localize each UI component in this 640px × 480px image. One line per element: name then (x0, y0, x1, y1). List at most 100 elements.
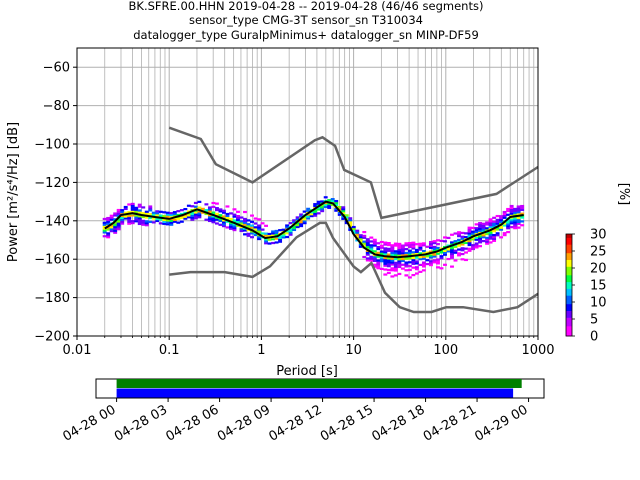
histogram-cell (341, 217, 346, 220)
histogram-cell (218, 210, 223, 213)
histogram-cell (351, 227, 356, 231)
histogram-cell (229, 212, 233, 215)
histogram-cell (137, 209, 142, 212)
histogram-cell (158, 214, 163, 217)
histogram-cell (197, 216, 202, 219)
histogram-cell (509, 212, 514, 215)
histogram-cell (113, 231, 118, 234)
histogram-cell (197, 214, 202, 217)
histogram-cell (179, 212, 184, 216)
x-axis-label: Period [s] (276, 364, 338, 379)
histogram-cell (376, 259, 381, 262)
histogram-cell (499, 217, 504, 220)
histogram-cell (376, 267, 381, 270)
histogram-cell (193, 217, 198, 220)
histogram-cell (106, 226, 111, 229)
histogram-cell (292, 219, 297, 222)
histogram-cell (471, 230, 475, 233)
histogram-cell (432, 261, 437, 264)
histogram-cell (365, 242, 370, 245)
histogram-cell (390, 251, 395, 255)
histogram-cell (225, 226, 230, 229)
histogram-cell (478, 231, 483, 234)
histogram-cell (348, 221, 353, 224)
histogram-cell (432, 249, 437, 252)
histogram-cell (120, 210, 125, 214)
histogram-cell (460, 252, 465, 256)
histogram-cell (397, 250, 402, 253)
histogram-cell (137, 219, 142, 222)
histogram-cell (400, 248, 405, 251)
histogram-cell (499, 226, 504, 229)
histogram-cell (450, 254, 454, 257)
histogram-cell (316, 202, 321, 205)
histogram-cell (432, 247, 437, 250)
histogram-cell (488, 231, 493, 234)
histogram-cell (464, 232, 468, 235)
histogram-cell (116, 220, 121, 223)
histogram-cell (172, 211, 177, 214)
colorbar-segment (566, 257, 572, 260)
histogram-cell (130, 208, 135, 211)
histogram-cell (120, 214, 125, 218)
histogram-cell (292, 226, 297, 230)
histogram-cell (513, 225, 518, 228)
histogram-cell (376, 247, 381, 251)
histogram-cell (271, 234, 276, 237)
histogram-cell (516, 213, 521, 216)
histogram-cell (481, 234, 486, 237)
histogram-cell (485, 227, 490, 230)
histogram-cell (390, 267, 395, 270)
histogram-cell (390, 248, 395, 251)
colorbar-segment (566, 283, 572, 286)
histogram-cell (214, 216, 219, 219)
histogram-cell (236, 224, 240, 227)
histogram-cell (250, 226, 254, 229)
histogram-cell (492, 220, 497, 223)
histogram-cell (313, 208, 318, 212)
histogram-cell (330, 199, 335, 203)
histogram-cell (432, 245, 437, 249)
histogram-cell (421, 255, 426, 258)
histogram-cell (169, 221, 174, 224)
histogram-cell (148, 216, 153, 220)
x-tick-label: 0.1 (159, 343, 180, 358)
histogram-cell (327, 204, 332, 208)
y-tick-label: −100 (34, 138, 70, 153)
histogram-cell (151, 213, 156, 216)
histogram-cell (330, 203, 335, 207)
histogram-cell (106, 228, 111, 231)
histogram-cell (457, 233, 461, 236)
histogram-cell (253, 228, 258, 231)
histogram-cell (400, 263, 405, 266)
histogram-cell (193, 205, 198, 208)
histogram-cell (481, 222, 486, 225)
histogram-cell (411, 245, 416, 248)
histogram-cell (113, 218, 118, 221)
histogram-cell (457, 240, 461, 243)
histogram-cell (393, 242, 398, 245)
histogram-cell (183, 207, 188, 211)
histogram-cell (411, 247, 416, 250)
histogram-cell (113, 225, 118, 229)
histogram-cell (221, 221, 226, 224)
histogram-cell (309, 215, 314, 218)
timeline-tick-label: 04-28 15 (318, 402, 376, 444)
histogram-cell (148, 213, 153, 216)
histogram-cell (236, 220, 240, 223)
histogram-cell (316, 200, 321, 203)
colorbar-segment (566, 249, 572, 252)
histogram-cell (460, 258, 465, 261)
histogram-cell (260, 222, 265, 225)
histogram-cell (246, 228, 251, 232)
histogram-cell (250, 236, 254, 239)
histogram-cell (509, 204, 514, 208)
histogram-cell (372, 242, 377, 245)
histogram-cell (425, 245, 430, 248)
histogram-cell (464, 241, 468, 245)
histogram-cell (520, 208, 525, 211)
histogram-cell (264, 242, 268, 245)
histogram-cell (134, 208, 139, 211)
histogram-cell (467, 226, 472, 229)
histogram-cell (372, 265, 377, 268)
